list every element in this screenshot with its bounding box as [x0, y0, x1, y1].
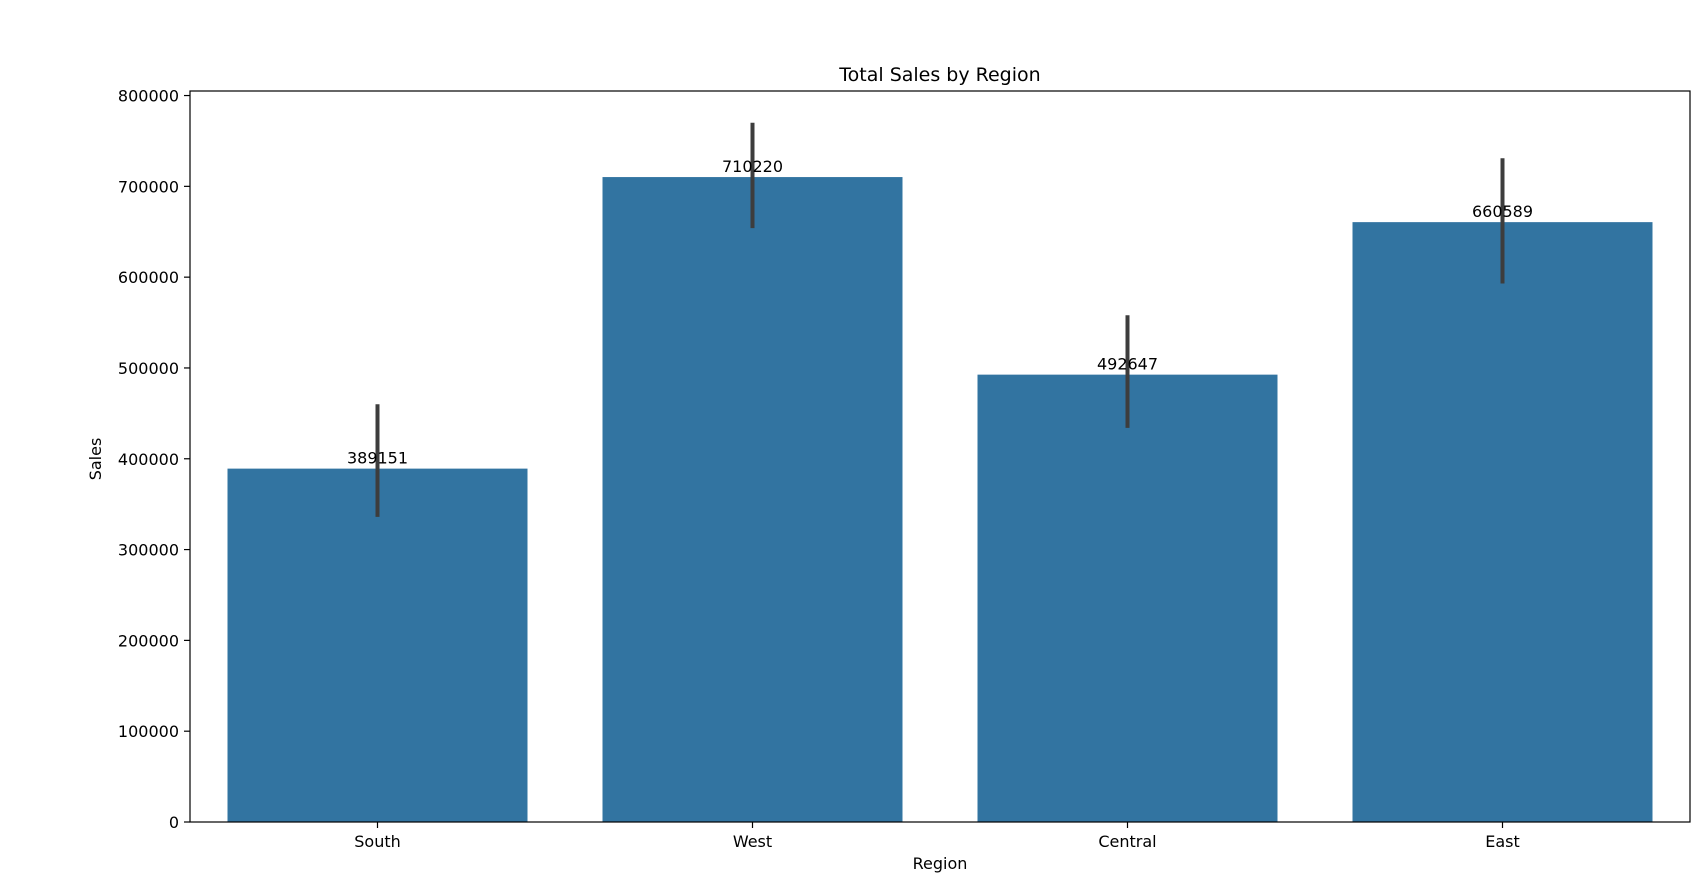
value-label-east: 660589 [1472, 202, 1533, 221]
y-tick-label: 500000 [118, 359, 179, 378]
y-tick-label: 400000 [118, 450, 179, 469]
value-label-central: 492647 [1097, 355, 1158, 374]
y-tick-label: 700000 [118, 177, 179, 196]
x-tick-label-west: West [733, 832, 772, 851]
y-axis-ticks: 0 100000 200000 300000 400000 500000 600000 700… [118, 87, 190, 832]
y-tick-label: 200000 [118, 631, 179, 650]
chart-title: Total Sales by Region [838, 64, 1040, 86]
bar-west [602, 177, 903, 822]
value-labels-layer: 389151 710220 492647 660589 [347, 157, 1533, 468]
bar-south [227, 468, 528, 822]
y-tick-label: 800000 [118, 87, 179, 106]
x-axis-ticks: South West Central East [354, 822, 1520, 851]
y-tick-label: 300000 [118, 541, 179, 560]
x-tick-label-east: East [1485, 832, 1520, 851]
error-bars-layer [375, 122, 1505, 517]
bar-central [977, 374, 1278, 822]
value-label-south: 389151 [347, 449, 408, 468]
y-tick-label: 600000 [118, 268, 179, 287]
bar-east [1352, 222, 1653, 822]
bars-layer [227, 177, 1653, 822]
x-tick-label-central: Central [1098, 832, 1156, 851]
x-axis-title: Region [913, 854, 968, 873]
x-tick-label-south: South [354, 832, 401, 851]
value-label-west: 710220 [722, 157, 783, 176]
y-tick-label: 100000 [118, 722, 179, 741]
plot-area-frame [189, 90, 1691, 823]
y-axis-title: Sales [86, 438, 105, 481]
y-tick-label: 0 [169, 813, 179, 832]
